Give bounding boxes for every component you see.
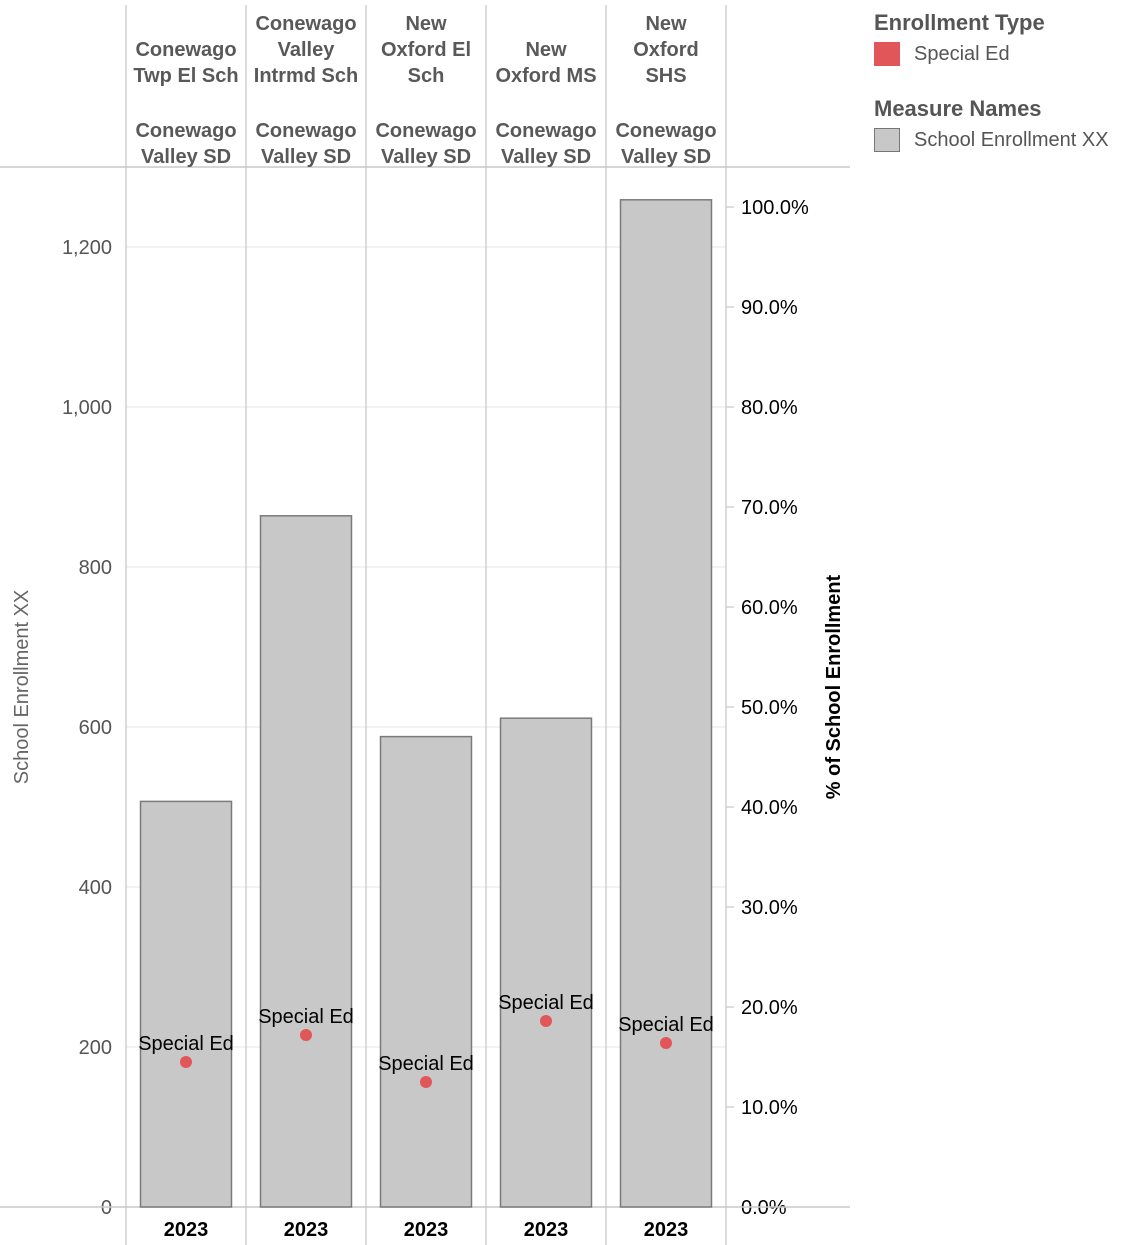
enrollment-bar bbox=[619, 199, 713, 1208]
legend-label-school-enrollment: School Enrollment XX bbox=[914, 128, 1109, 151]
year-label: 2023 bbox=[284, 1219, 329, 1241]
legend-swatch-school-enrollment bbox=[874, 128, 900, 152]
school-header: Conewago bbox=[135, 39, 236, 61]
y2-tick-label: 50.0% bbox=[741, 697, 798, 719]
y2-tick-label: 90.0% bbox=[741, 297, 798, 319]
school-header: Conewago bbox=[255, 13, 356, 35]
school-header: Oxford MS bbox=[495, 65, 596, 87]
y-tick-label: 200 bbox=[79, 1037, 112, 1059]
district-header: Conewago bbox=[615, 120, 716, 142]
school-header: Intrmd Sch bbox=[254, 65, 358, 87]
district-header: Valley SD bbox=[261, 146, 351, 168]
school-header: Valley bbox=[278, 39, 336, 61]
district-header: Valley SD bbox=[141, 146, 231, 168]
school-header: Twp El Sch bbox=[133, 65, 238, 87]
legend-item-special-ed[interactable]: Special Ed bbox=[874, 42, 1129, 66]
y2-tick-label: 20.0% bbox=[741, 997, 798, 1019]
legend-label-special-ed: Special Ed bbox=[914, 42, 1010, 65]
school-header: New bbox=[405, 13, 447, 35]
y2-tick-label: 100.0% bbox=[741, 197, 809, 219]
district-header: Valley SD bbox=[621, 146, 711, 168]
year-label: 2023 bbox=[524, 1219, 569, 1241]
year-label: 2023 bbox=[164, 1219, 209, 1241]
district-header: Conewago bbox=[135, 120, 236, 142]
school-header: Oxford bbox=[633, 39, 699, 61]
special-ed-point bbox=[180, 1056, 192, 1068]
school-header: Sch bbox=[408, 65, 445, 87]
special-ed-label: Special Ed bbox=[378, 1053, 474, 1075]
school-header: SHS bbox=[645, 65, 686, 87]
enrollment-bar bbox=[499, 717, 593, 1208]
y2-tick-label: 80.0% bbox=[741, 397, 798, 419]
special-ed-label: Special Ed bbox=[498, 992, 594, 1014]
special-ed-label: Special Ed bbox=[138, 1033, 234, 1055]
district-header: Valley SD bbox=[501, 146, 591, 168]
school-header: New bbox=[645, 13, 687, 35]
y2-axis-title: % of School Enrollment bbox=[823, 574, 845, 799]
y2-tick-label: 60.0% bbox=[741, 597, 798, 619]
special-ed-point bbox=[420, 1076, 432, 1088]
district-header: Valley SD bbox=[381, 146, 471, 168]
legend-item-school-enrollment[interactable]: School Enrollment XX bbox=[874, 128, 1129, 152]
enrollment-bar bbox=[259, 515, 353, 1208]
district-header: Conewago bbox=[495, 120, 596, 142]
y2-tick-label: 0.0% bbox=[741, 1197, 787, 1219]
legend: Enrollment Type Special Ed Measure Names… bbox=[874, 10, 1129, 152]
year-label: 2023 bbox=[404, 1219, 449, 1241]
district-header: Conewago bbox=[375, 120, 476, 142]
special-ed-label: Special Ed bbox=[258, 1006, 354, 1028]
y-tick-label: 0 bbox=[101, 1197, 112, 1219]
year-label: 2023 bbox=[644, 1219, 689, 1241]
special-ed-point bbox=[540, 1015, 552, 1027]
school-header: New bbox=[525, 39, 567, 61]
y-tick-label: 1,200 bbox=[62, 237, 112, 259]
legend-title-measure-names: Measure Names bbox=[874, 96, 1042, 121]
y2-tick-label: 70.0% bbox=[741, 497, 798, 519]
y-tick-label: 600 bbox=[79, 717, 112, 739]
enrollment-bar bbox=[139, 800, 233, 1208]
y-tick-label: 800 bbox=[79, 557, 112, 579]
district-header: Conewago bbox=[255, 120, 356, 142]
y-tick-label: 400 bbox=[79, 877, 112, 899]
y2-tick-label: 30.0% bbox=[741, 897, 798, 919]
special-ed-label: Special Ed bbox=[618, 1014, 714, 1036]
legend-swatch-special-ed bbox=[874, 42, 900, 66]
special-ed-point bbox=[300, 1029, 312, 1041]
legend-title-enrollment-type: Enrollment Type bbox=[874, 10, 1045, 35]
y-axis-title: School Enrollment XX bbox=[11, 590, 33, 785]
y-tick-label: 1,000 bbox=[62, 397, 112, 419]
special-ed-point bbox=[660, 1037, 672, 1049]
y2-tick-label: 40.0% bbox=[741, 797, 798, 819]
enrollment-bar bbox=[379, 735, 473, 1208]
school-header: Oxford El bbox=[381, 39, 471, 61]
y2-tick-label: 10.0% bbox=[741, 1097, 798, 1119]
